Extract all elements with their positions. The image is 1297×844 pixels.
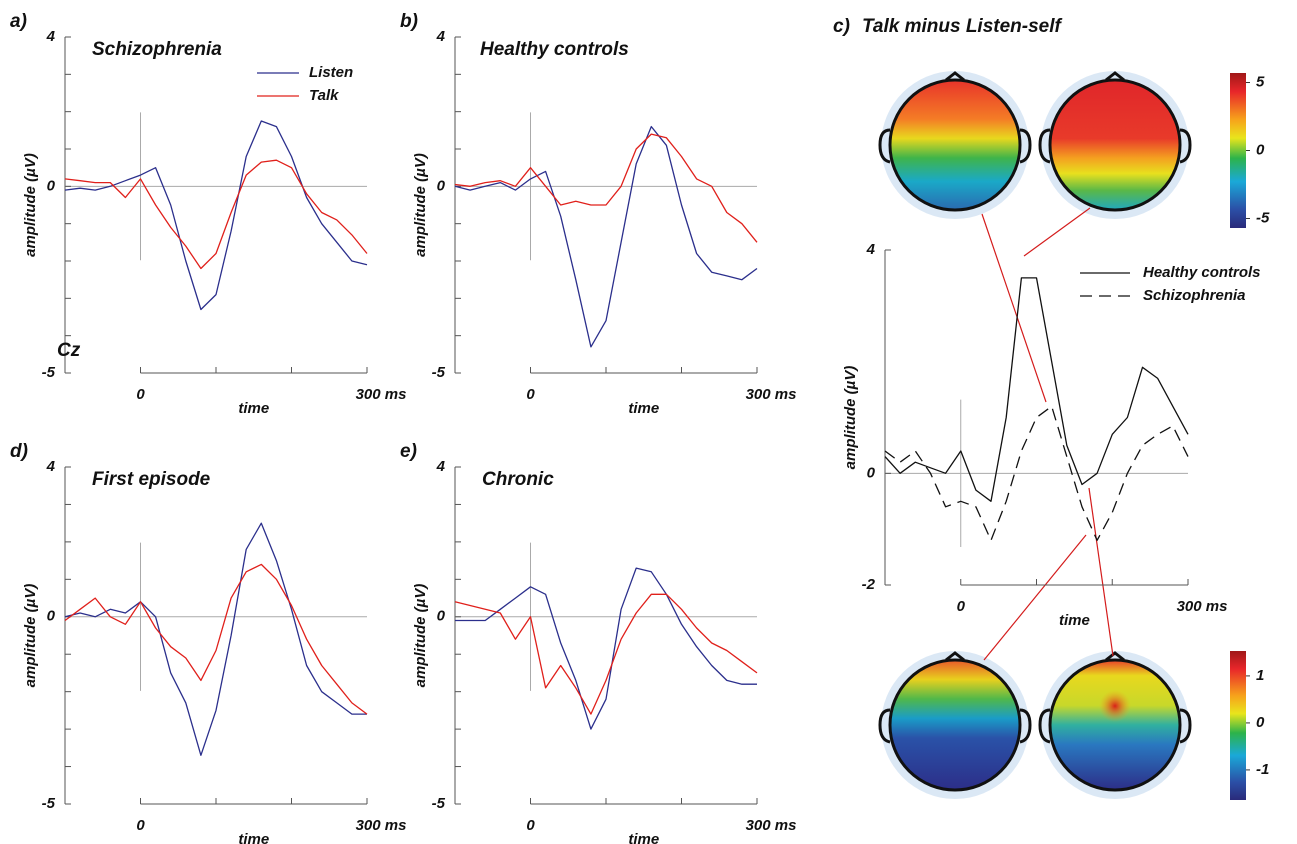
x-tick-label: 0: [136, 817, 145, 834]
data-line: [454, 593, 758, 715]
y-tick-label: 4: [46, 28, 56, 45]
legend-label: Listen: [309, 64, 353, 81]
topomaps: [878, 71, 1192, 799]
y-tick-label: 4: [866, 241, 876, 258]
x-tick-label: 300 ms: [746, 386, 797, 403]
y-tick-label: -5: [432, 364, 446, 381]
connectors: [981, 207, 1114, 661]
panel-title: Talk minus Listen-self: [862, 16, 1063, 37]
y-axis-label: amplitude (µV): [412, 584, 429, 688]
y-tick-label: -5: [42, 364, 56, 381]
y-tick-label: 0: [47, 177, 56, 194]
data-line: [884, 277, 1189, 502]
y-tick-label: 0: [437, 177, 446, 194]
data-line: [64, 563, 368, 715]
panel-title: First episode: [92, 469, 211, 490]
x-tick-label: 300 ms: [746, 817, 797, 834]
y-tick-label: 0: [47, 608, 56, 625]
data-line: [64, 522, 367, 756]
data-line: [454, 133, 758, 243]
x-axis-label: time: [1059, 612, 1090, 629]
colorbar-label: -5: [1256, 209, 1270, 226]
data-line: [884, 405, 1189, 541]
x-tick-label: 300 ms: [356, 386, 407, 403]
annotation: Cz: [57, 340, 81, 361]
colorbar-label: 0: [1256, 714, 1265, 731]
data-line: [454, 125, 758, 348]
legend-label: Healthy controls: [1143, 264, 1261, 281]
x-axis-label: time: [238, 831, 269, 844]
x-tick-label: 0: [136, 386, 145, 403]
head: [878, 71, 1032, 219]
data-line: [64, 120, 368, 311]
y-tick-label: 0: [867, 464, 876, 481]
panel-title: Healthy controls: [480, 39, 629, 60]
head: [1038, 71, 1192, 219]
panel: c) Talk minus Listen-self 4 0 -2 0 300 ms time a…: [833, 16, 1261, 629]
panel-title: Chronic: [482, 469, 554, 490]
panel-letter: c): [833, 16, 850, 37]
y-tick-label: 4: [46, 458, 56, 475]
y-tick-label: -5: [42, 795, 56, 812]
y-tick-label: 4: [436, 28, 446, 45]
head: [878, 651, 1032, 799]
x-tick-label: 0: [957, 598, 966, 615]
panel-letter: d): [10, 441, 28, 462]
x-axis-label: time: [628, 400, 659, 417]
y-axis-label: amplitude (µV): [412, 153, 429, 257]
y-tick-label: -2: [862, 576, 876, 593]
colorbar-label: 5: [1256, 73, 1265, 90]
x-tick-label: 0: [526, 386, 535, 403]
y-tick-label: -5: [432, 795, 446, 812]
y-axis-label: amplitude (µV): [842, 366, 859, 470]
panel-letter: a): [10, 11, 27, 32]
head: [1038, 651, 1192, 799]
panel: b) Healthy controls 4 0 -5 0 300 ms time amplitu…: [400, 11, 796, 417]
y-tick-label: 4: [436, 458, 446, 475]
legend-label: Talk: [309, 87, 339, 104]
colorbar: [1230, 651, 1246, 800]
legend-label: Schizophrenia: [1143, 287, 1246, 304]
x-tick-label: 300 ms: [1177, 598, 1228, 615]
data-line: [64, 159, 368, 270]
panel-letter: b): [400, 11, 418, 32]
x-axis-label: time: [628, 831, 659, 844]
panel: d) First episode 4 0 -5 0 300 ms time amplitude …: [10, 441, 406, 844]
panel: e) Chronic 4 0 -5 0 300 ms time amplitude (µV): [400, 441, 796, 844]
panel: a) Schizophrenia 4 0 -5 0 300 ms time amplitude …: [10, 11, 406, 417]
y-tick-label: 0: [437, 608, 446, 625]
colorbar-label: -1: [1256, 761, 1269, 778]
colorbar-label: 0: [1256, 141, 1265, 158]
x-axis-label: time: [238, 400, 269, 417]
panel-title: Schizophrenia: [92, 39, 222, 60]
panel-letter: e): [400, 441, 417, 462]
colorbar-label: 1: [1256, 667, 1264, 684]
x-tick-label: 0: [526, 817, 535, 834]
y-axis-label: amplitude (µV): [22, 153, 39, 257]
colorbar: [1230, 73, 1246, 228]
x-tick-label: 300 ms: [356, 817, 407, 834]
data-line: [455, 567, 757, 730]
y-axis-label: amplitude (µV): [22, 584, 39, 688]
